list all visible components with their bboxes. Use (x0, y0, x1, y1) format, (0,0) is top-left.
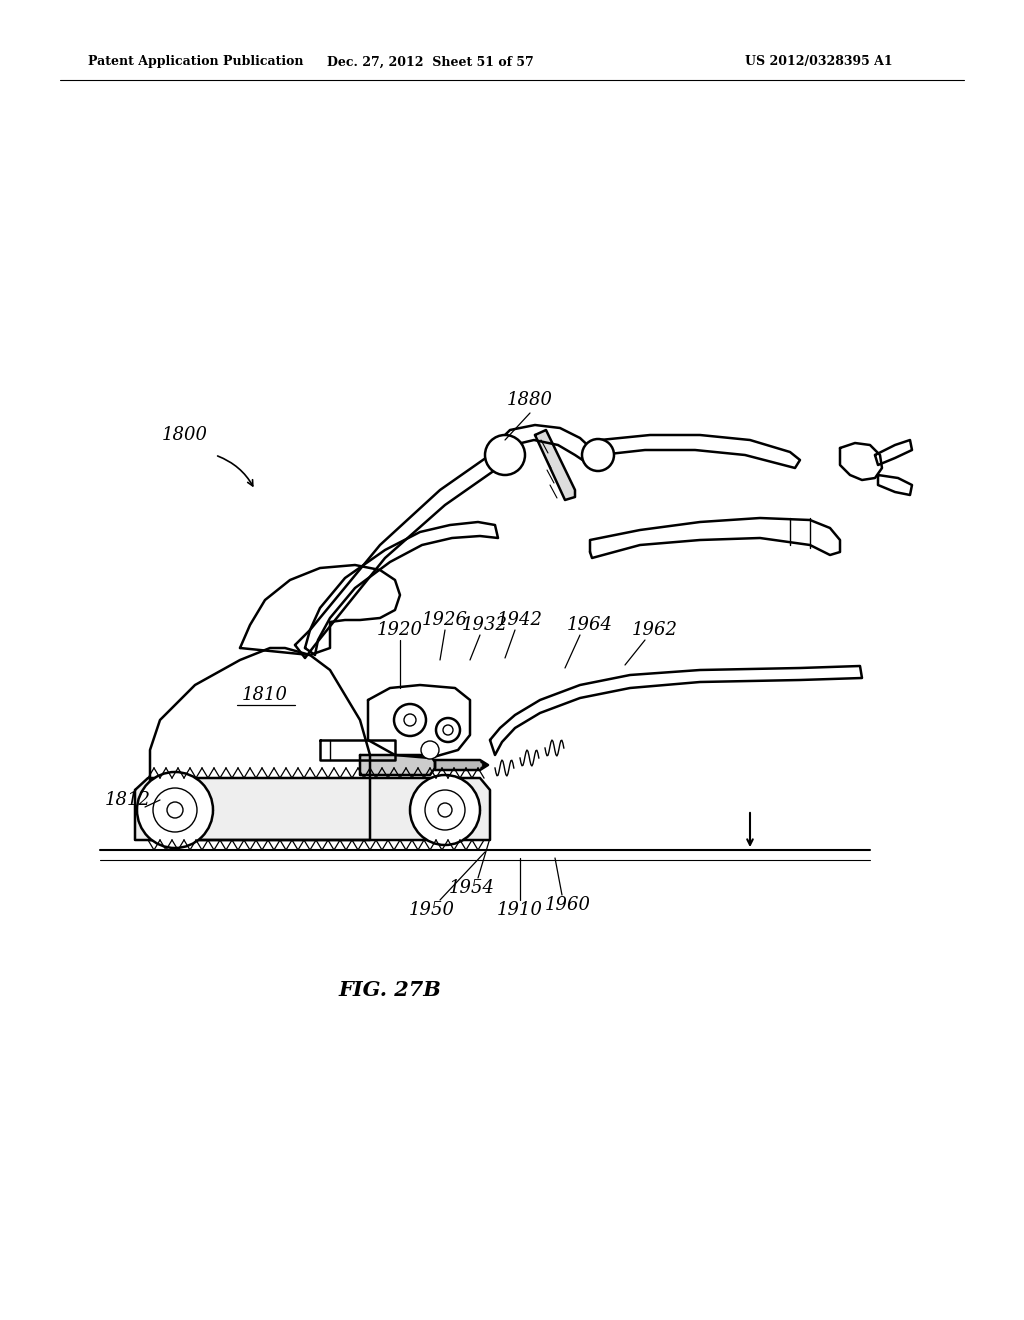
Text: 1910: 1910 (497, 902, 543, 919)
Polygon shape (295, 445, 512, 657)
Circle shape (485, 436, 525, 475)
Polygon shape (319, 741, 395, 760)
Text: 1962: 1962 (632, 620, 678, 639)
Text: 1880: 1880 (507, 391, 553, 409)
Polygon shape (840, 444, 882, 480)
Polygon shape (590, 517, 840, 558)
Circle shape (421, 741, 439, 759)
Text: FIG. 27B: FIG. 27B (339, 979, 441, 1001)
Text: 1926: 1926 (422, 611, 468, 630)
Circle shape (137, 772, 213, 847)
Text: 1942: 1942 (497, 611, 543, 630)
Circle shape (394, 704, 426, 737)
Text: Dec. 27, 2012  Sheet 51 of 57: Dec. 27, 2012 Sheet 51 of 57 (327, 55, 534, 69)
Text: 1964: 1964 (567, 616, 613, 634)
Polygon shape (500, 425, 595, 465)
Text: 1950: 1950 (409, 902, 455, 919)
Text: 1954: 1954 (449, 879, 495, 898)
Circle shape (443, 725, 453, 735)
Circle shape (153, 788, 197, 832)
Text: 1800: 1800 (162, 426, 208, 444)
Circle shape (410, 775, 480, 845)
Text: Patent Application Publication: Patent Application Publication (88, 55, 303, 69)
Circle shape (582, 440, 614, 471)
Polygon shape (360, 755, 435, 775)
Polygon shape (878, 475, 912, 495)
Text: 1920: 1920 (377, 620, 423, 639)
Circle shape (167, 803, 183, 818)
Polygon shape (240, 565, 400, 655)
Circle shape (404, 714, 416, 726)
Polygon shape (874, 440, 912, 465)
Polygon shape (490, 667, 862, 755)
Polygon shape (588, 436, 800, 469)
Polygon shape (435, 760, 488, 770)
Text: 1932: 1932 (462, 616, 508, 634)
Text: 1812: 1812 (105, 791, 151, 809)
Polygon shape (535, 430, 575, 500)
Polygon shape (150, 648, 370, 840)
Text: 1960: 1960 (545, 896, 591, 913)
Polygon shape (305, 521, 498, 655)
Text: US 2012/0328395 A1: US 2012/0328395 A1 (745, 55, 893, 69)
Circle shape (436, 718, 460, 742)
Polygon shape (135, 777, 490, 840)
Circle shape (438, 803, 452, 817)
Text: 1810: 1810 (242, 686, 288, 704)
Polygon shape (368, 685, 470, 758)
Circle shape (425, 789, 465, 830)
